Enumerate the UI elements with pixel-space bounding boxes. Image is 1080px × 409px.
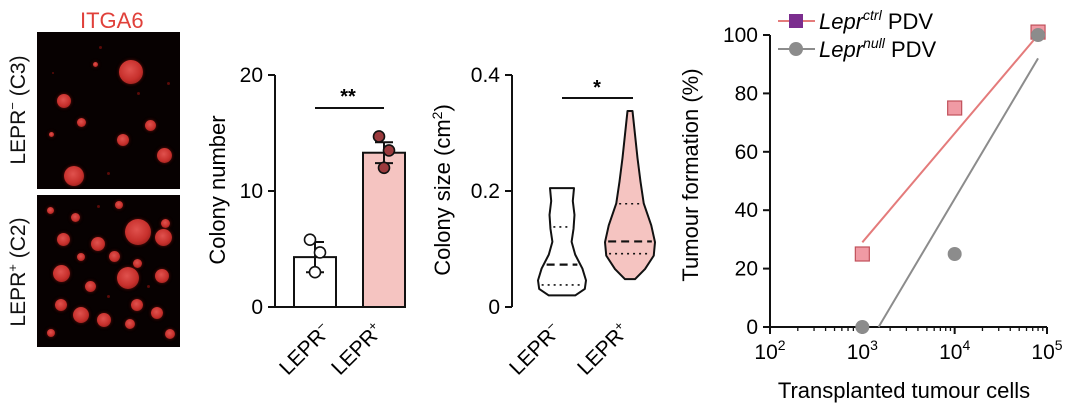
data-point [313, 246, 327, 259]
y-tick-label: 0 [746, 316, 758, 339]
micrograph-lepr-positive [37, 195, 180, 347]
y-tick-label: 0 [488, 296, 500, 319]
svg-text:Leprctrl PDV: Leprctrl PDV [819, 7, 933, 34]
violin [604, 109, 656, 281]
y-tick-label: 100 [723, 24, 758, 47]
svg-text:LEPR−: LEPR− [504, 318, 566, 380]
microscopy-panel: ITGA6 [0, 0, 200, 409]
x-tick-label-lepr-positive: LEPR+ [572, 318, 634, 380]
svg-text:LEPR+: LEPR+ [326, 318, 388, 380]
data-point [377, 161, 391, 175]
x-tick-label: 102 [754, 337, 785, 364]
y-tick-label: 10 [240, 180, 263, 203]
tumour-formation-chart: Tumour formation (%) Transplanted tumour… [678, 7, 1063, 403]
svg-text:Leprnull PDV: Leprnull PDV [819, 35, 937, 62]
legend-item-lepr-null: Leprnull PDV [778, 35, 937, 62]
y-tick-label: 0.2 [471, 180, 500, 203]
violin [537, 187, 587, 297]
x-axis-label: Transplanted tumour cells [778, 378, 1030, 403]
y-tick-label: 80 [735, 82, 758, 105]
y-axis-label: Colony size (cm2) [429, 104, 455, 276]
micrograph-lepr-negative [37, 32, 180, 189]
fit-line [877, 57, 1039, 328]
y-tick-label: 0 [251, 296, 263, 319]
data-point-square [947, 100, 963, 116]
legend-marker-square [789, 14, 803, 28]
colony-size-chart: Colony size (cm2) 0 0.2 0.4 * LEPR− LEPR+ [429, 64, 656, 380]
data-point-circle [855, 320, 870, 334]
bar [362, 151, 406, 308]
stain-label: ITGA6 [80, 8, 144, 33]
data-point-square [854, 246, 870, 262]
svg-text:LEPR+: LEPR+ [572, 318, 634, 380]
y-axis-label: Tumour formation (%) [678, 68, 703, 281]
data-point-circle [947, 247, 962, 261]
data-point [382, 144, 396, 157]
x-tick-label-lepr-negative: LEPR− [274, 318, 336, 380]
x-tick-label: 105 [1031, 337, 1062, 364]
legend: Leprctrl PDV Leprnull PDV [778, 7, 937, 62]
y-tick-label: 60 [735, 141, 758, 164]
y-axis-label: Colony number [205, 115, 230, 264]
row-label-lepr-positive: LEPR+ (C2) [5, 217, 30, 327]
data-point [372, 130, 386, 143]
legend-item-lepr-ctrl: Leprctrl PDV [778, 7, 933, 34]
data-point [308, 265, 322, 279]
y-tick-label: 40 [735, 199, 758, 222]
y-tick-label: 0.4 [471, 64, 501, 87]
y-tick-label: 20 [735, 258, 758, 281]
legend-marker-circle [789, 42, 803, 56]
data-point [303, 233, 317, 247]
significance-marker: * [593, 77, 601, 99]
svg-text:LEPR−: LEPR− [274, 318, 336, 380]
significance-marker: ** [340, 86, 356, 108]
y-tick-label: 20 [240, 64, 263, 87]
x-tick-label: 104 [939, 337, 970, 364]
fit-line [861, 34, 1039, 243]
row-label-lepr-negative: LEPR− (C3) [5, 55, 30, 165]
colony-number-chart: Colony number 0 10 20 ** LEPR− LEPR+ [205, 64, 406, 380]
x-tick-label-lepr-positive: LEPR+ [326, 318, 388, 380]
data-point-circle [1031, 28, 1046, 42]
x-tick-label-lepr-negative: LEPR− [504, 318, 566, 380]
x-tick-label: 103 [847, 337, 878, 364]
